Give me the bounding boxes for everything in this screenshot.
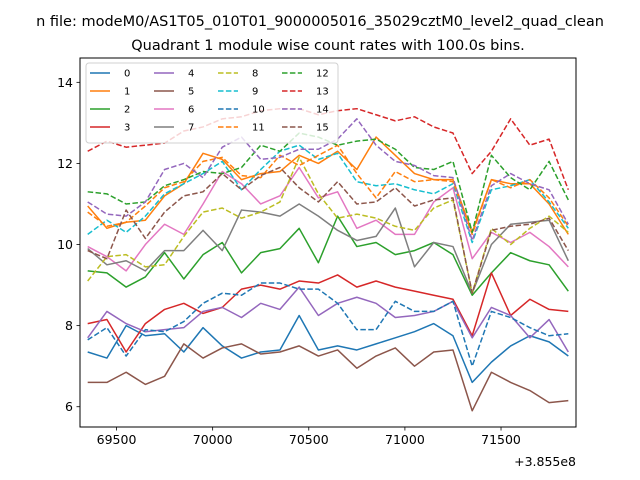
series-line-10 [87, 282, 569, 367]
legend-label: 15 [316, 123, 329, 134]
legend-label: 12 [316, 69, 329, 80]
legend-box [85, 62, 339, 144]
legend-label: 13 [316, 87, 329, 98]
series-line-11 [87, 144, 569, 236]
legend-label: 5 [188, 87, 194, 98]
y-tick-label: 6 [65, 399, 73, 414]
series-line-12 [87, 132, 569, 234]
series-line-14 [87, 118, 569, 242]
axes-frame [79, 57, 577, 428]
series-line-0 [87, 314, 569, 384]
x-tick-label: 70000 [193, 432, 233, 447]
legend-label: 6 [188, 105, 194, 116]
chart-title: n file: modeM0/AS1T05_010T01_9000005016_… [36, 14, 604, 30]
legend-label: 7 [188, 123, 194, 134]
series-line-7 [87, 203, 569, 294]
legend-label: 11 [252, 123, 265, 134]
y-axis: 6 8 10 12 14 [57, 75, 80, 414]
series-line-15 [87, 166, 569, 294]
legend-label: 10 [252, 105, 265, 116]
legend-label: 2 [124, 105, 130, 116]
series-line-6 [87, 166, 569, 272]
x-tick-label: 70500 [289, 432, 329, 447]
x-tick-label: 71500 [481, 432, 521, 447]
series-line-4 [87, 286, 569, 353]
x-axis-offset-label: +3.855e8 [514, 454, 576, 469]
series-line-9 [87, 144, 569, 244]
x-tick-label: 71000 [385, 432, 425, 447]
legend-label: 1 [124, 87, 130, 98]
y-tick-label: 10 [57, 237, 73, 252]
series-line-5 [87, 343, 569, 412]
x-tick-label: 69500 [97, 432, 137, 447]
y-tick-label: 12 [57, 156, 73, 171]
legend-label: 9 [252, 87, 258, 98]
series-line-1 [87, 136, 569, 235]
legend-label: 3 [124, 123, 130, 134]
series-line-2 [87, 215, 569, 296]
legend-label: 4 [188, 69, 194, 80]
legend-label: 8 [252, 69, 258, 80]
chart-subtitle: Quadrant 1 module wise count rates with … [131, 38, 525, 54]
series-line-8 [87, 156, 569, 294]
series-line-3 [87, 272, 569, 353]
y-tick-label: 14 [57, 75, 73, 90]
legend-label: 0 [124, 69, 130, 80]
legend-label: 14 [316, 105, 329, 116]
plot-area [87, 107, 570, 412]
x-axis: 69500 70000 70500 71000 71500 [97, 427, 521, 447]
y-tick-label: 8 [65, 318, 73, 333]
